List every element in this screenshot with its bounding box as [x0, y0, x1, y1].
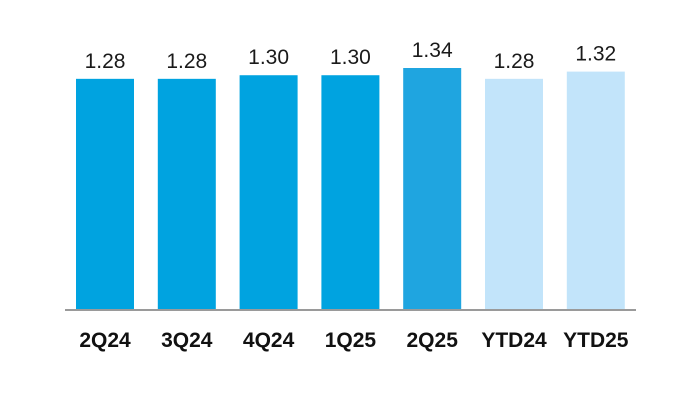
bar-2q25 [403, 68, 462, 310]
data-label-ytd24: 1.28 [494, 50, 535, 73]
tick-label-2q25: 2Q25 [407, 329, 459, 352]
tick-label-1q25: 1Q25 [325, 329, 377, 352]
data-label-ytd25: 1.32 [575, 43, 616, 66]
data-label-1q25: 1.30 [330, 46, 371, 69]
value-labels-group: 1.28 1.28 1.30 1.30 1.34 1.28 1.32 [85, 39, 617, 73]
bar-1q25 [321, 75, 380, 310]
bar-3q24 [157, 78, 216, 311]
data-label-2q25: 1.34 [412, 39, 453, 62]
data-label-4q24: 1.30 [248, 46, 289, 69]
bar-2q24 [76, 78, 134, 311]
bar-ytd25 [566, 71, 625, 310]
category-labels-group: 2Q24 3Q24 4Q24 1Q25 2Q25 YTD24 YTD25 [79, 329, 628, 352]
data-label-3q24: 1.28 [166, 50, 207, 73]
tick-label-2q24: 2Q24 [79, 329, 131, 352]
bar-ytd24 [485, 78, 543, 311]
bar-4q24 [239, 75, 298, 310]
data-label-2q24: 1.28 [85, 50, 126, 73]
tick-label-4q24: 4Q24 [243, 329, 295, 352]
tick-label-3q24: 3Q24 [161, 329, 213, 352]
tick-label-ytd25: YTD25 [563, 329, 629, 352]
bars-group [76, 68, 625, 311]
tick-label-ytd24: YTD24 [481, 329, 547, 352]
